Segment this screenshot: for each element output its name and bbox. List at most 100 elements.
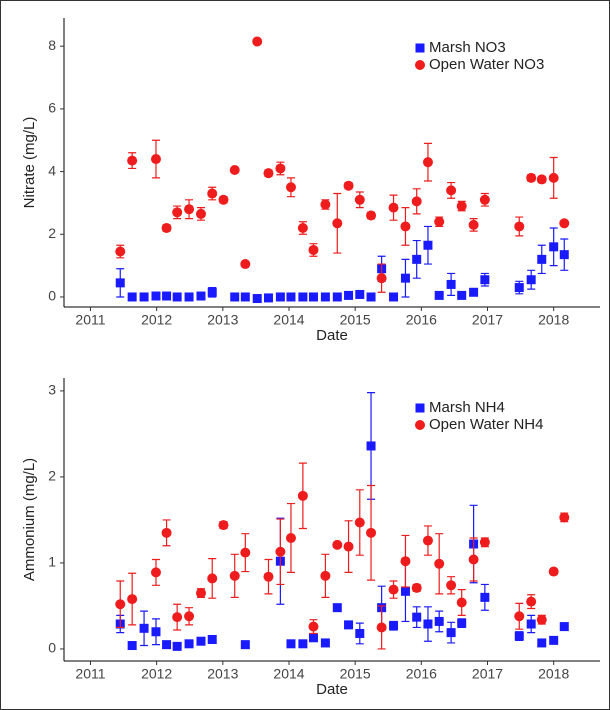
point [400, 273, 410, 283]
point [559, 622, 569, 632]
point [285, 532, 296, 543]
x-axis-label: Date [316, 681, 348, 698]
x-tick-label: 2016 [406, 312, 437, 328]
point [549, 635, 559, 645]
point [526, 172, 537, 183]
point [332, 539, 343, 550]
point [275, 163, 286, 174]
point [139, 292, 149, 302]
point [479, 194, 490, 205]
point [366, 527, 377, 538]
point [332, 292, 342, 302]
point [388, 584, 399, 595]
point [400, 586, 410, 596]
point [240, 640, 250, 650]
point [412, 612, 422, 622]
point [366, 441, 376, 451]
point [275, 546, 286, 557]
x-tick-label: 2015 [340, 666, 371, 682]
legend-label: Open Water NH4 [429, 416, 544, 433]
y-tick-label: 8 [48, 37, 56, 53]
x-tick-label: 2014 [273, 312, 304, 328]
point [196, 636, 206, 646]
point [559, 218, 570, 229]
point [150, 154, 161, 165]
point [526, 275, 536, 285]
point [456, 201, 467, 212]
point [468, 219, 479, 230]
point [263, 571, 274, 582]
point [320, 199, 331, 210]
point [308, 621, 319, 632]
point [207, 573, 218, 584]
point [389, 292, 399, 302]
point [161, 223, 172, 234]
x-tick-label: 2018 [538, 312, 569, 328]
point [151, 291, 161, 301]
legend-marker [415, 420, 425, 430]
y-axis-label: Nitrate (mg/L) [21, 117, 38, 209]
point [366, 210, 377, 221]
point [355, 289, 365, 299]
point [127, 641, 137, 651]
point [479, 537, 490, 548]
point [172, 641, 182, 651]
y-tick-label: 0 [48, 640, 56, 656]
x-tick-label: 2014 [273, 666, 304, 682]
point [115, 246, 126, 257]
point [161, 527, 172, 538]
point [252, 294, 262, 304]
x-tick-label: 2017 [472, 666, 503, 682]
point [411, 582, 422, 593]
legend-label: Marsh NH4 [429, 399, 505, 416]
point [184, 204, 195, 215]
y-tick-label: 3 [48, 382, 56, 398]
point [480, 592, 490, 602]
point [469, 287, 479, 297]
point [514, 631, 524, 641]
x-tick-label: 2015 [340, 312, 371, 328]
point [549, 242, 559, 252]
point [468, 554, 479, 565]
point [446, 279, 456, 289]
point [388, 202, 399, 213]
point [218, 194, 229, 205]
point [537, 638, 547, 648]
point [355, 628, 365, 638]
y-tick-label: 0 [48, 288, 56, 304]
point [514, 221, 525, 232]
point [320, 570, 331, 581]
point [207, 287, 217, 297]
point [150, 567, 161, 578]
point [320, 638, 330, 648]
point [320, 292, 330, 302]
point [446, 580, 457, 591]
y-tick-label: 2 [48, 468, 56, 484]
x-tick-label: 2016 [406, 666, 437, 682]
point [151, 627, 161, 637]
point [344, 290, 354, 300]
point [412, 254, 422, 264]
point [376, 622, 387, 633]
x-tick-label: 2011 [75, 312, 105, 328]
point [240, 292, 250, 302]
legend-marker [415, 403, 425, 413]
point [400, 221, 411, 232]
point [343, 541, 354, 552]
point [196, 291, 206, 301]
point [434, 290, 444, 300]
y-tick-label: 4 [48, 162, 56, 178]
point [344, 620, 354, 630]
x-tick-label: 2012 [141, 666, 172, 682]
x-tick-label: 2011 [75, 666, 105, 682]
point [422, 535, 433, 546]
point [559, 512, 570, 523]
point [548, 566, 559, 577]
point [127, 292, 137, 302]
point [229, 165, 240, 176]
point [162, 640, 172, 650]
point [514, 283, 524, 293]
y-tick-label: 1 [48, 554, 56, 570]
point [115, 599, 126, 610]
legend-marker [415, 43, 425, 53]
